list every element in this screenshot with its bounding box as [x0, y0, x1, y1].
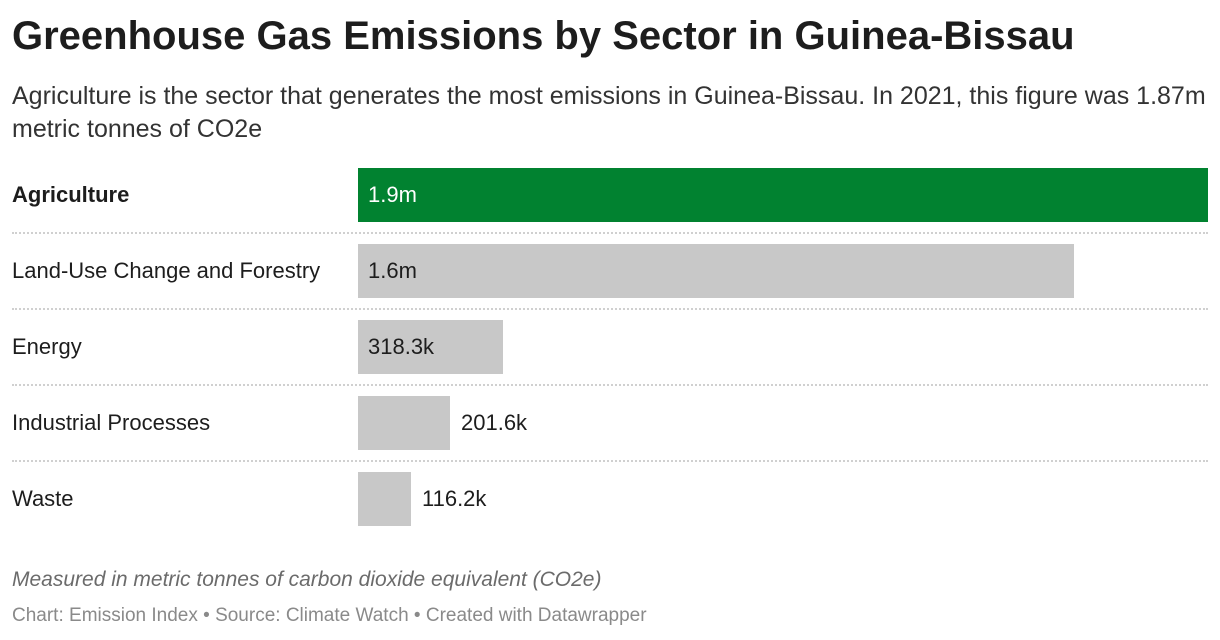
bar-land-use-change-and-forestry	[358, 244, 1074, 298]
chart-credits: Chart: Emission Index • Source: Climate …	[12, 605, 647, 626]
value-label: 1.6m	[368, 258, 417, 283]
bar-industrial-processes	[358, 396, 450, 450]
category-label: Land-Use Change and Forestry	[12, 258, 321, 283]
bar-row-waste: Waste 116.2k	[0, 472, 1220, 548]
value-label: 116.2k	[422, 486, 487, 511]
category-label: Industrial Processes	[12, 410, 211, 435]
value-label: 201.6k	[461, 410, 528, 435]
bar-row-industrial-processes: Industrial Processes 201.6k	[0, 396, 1220, 472]
chart-subtitle: Agriculture is the sector that generates…	[12, 82, 1206, 143]
category-label: Agriculture	[12, 182, 130, 207]
bar-chart: Agriculture 1.9m Land-Use Change and Fores…	[0, 168, 1220, 528]
category-label: Waste	[12, 486, 74, 511]
bar-agriculture	[358, 168, 1208, 222]
bar-row-energy: Energy 318.3k	[0, 320, 1220, 396]
value-label: 318.3k	[368, 334, 435, 359]
chart-note: Measured in metric tonnes of carbon diox…	[12, 568, 602, 591]
value-label: 1.9m	[368, 182, 417, 207]
row-divider	[12, 308, 1208, 310]
bar-row-agriculture: Agriculture 1.9m	[0, 168, 1220, 244]
row-divider	[12, 232, 1208, 234]
chart-title: Greenhouse Gas Emissions by Sector in Gu…	[12, 14, 1075, 58]
row-divider	[12, 384, 1208, 386]
bar-waste	[358, 472, 411, 526]
bar-energy	[358, 320, 503, 374]
category-label: Energy	[12, 334, 82, 359]
row-divider	[12, 460, 1208, 462]
bar-row-land-use-change-and-forestry: Land-Use Change and Forestry 1.6m	[0, 244, 1220, 320]
